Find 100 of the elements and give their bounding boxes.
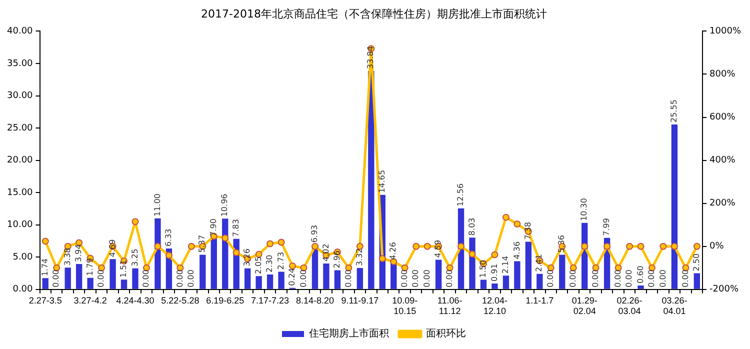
data-label: 7.99: [602, 218, 612, 236]
data-label: 8.03: [467, 218, 476, 236]
bar: [323, 263, 330, 289]
data-label: 14.65: [377, 170, 386, 193]
point: [626, 242, 634, 250]
data-label: 5.36: [557, 234, 566, 253]
x-tick-label: 03.26-04.01: [662, 295, 688, 316]
data-label: 6.33: [164, 228, 174, 247]
point: [424, 242, 431, 250]
y-tick-label: 15.00: [7, 188, 34, 198]
y-tick-label: 35.00: [7, 58, 34, 69]
y-tick-label: 10.00: [7, 220, 34, 230]
y-tick-label: 20.00: [7, 156, 34, 166]
y2-tick-label: 200%: [710, 198, 736, 209]
point: [693, 242, 700, 250]
bar: [87, 278, 94, 289]
bar: [120, 280, 128, 289]
data-label: 0.00: [680, 270, 690, 288]
data-label: 0.60: [636, 266, 645, 284]
data-label: 0.00: [624, 270, 634, 288]
data-label: 10.96: [220, 194, 230, 217]
y-tick-label: 30.00: [7, 91, 34, 102]
data-label: 0.00: [590, 270, 600, 288]
data-label: 1.51: [119, 260, 128, 278]
x-tick-label: 8.14-8.20: [296, 295, 334, 306]
x-tick-label: 1.1-1.7: [526, 295, 554, 306]
data-label: 4.02: [321, 244, 330, 262]
bar: [638, 286, 644, 289]
data-label: 0.00: [444, 270, 454, 288]
y-tick-label: 5.00: [12, 252, 34, 262]
data-label: 4.26: [388, 242, 398, 260]
data-label: 0.00: [186, 270, 196, 288]
data-label: 10.30: [580, 198, 589, 221]
bar: [334, 270, 341, 289]
x-tick-label: 3.27-4.2: [74, 295, 107, 306]
data-label: 1.79: [85, 258, 94, 276]
point: [278, 238, 285, 246]
bar: [42, 278, 48, 289]
data-label: 3.26: [242, 248, 252, 266]
point: [188, 242, 195, 250]
data-label: 7.83: [231, 219, 240, 237]
data-label: 7.90: [208, 218, 218, 236]
data-label: 2.96: [332, 250, 342, 268]
data-label: 5.37: [198, 234, 207, 253]
chart-title: 2017-2018年北京商品住宅（不含保障性住房）期房批准上市面积统计: [201, 7, 547, 20]
bar: [76, 264, 82, 289]
bar: [492, 284, 498, 289]
y-tick-label: 25.00: [7, 123, 34, 134]
y-tick-label: 0.00: [12, 284, 34, 295]
y2-tick-label: 800%: [710, 70, 736, 80]
y2-tick-label: 1000%: [710, 26, 742, 37]
bar: [110, 259, 116, 289]
data-label: 12.56: [456, 183, 466, 206]
y2-tick-label: 0%: [710, 242, 724, 252]
data-label: 1.74: [40, 258, 50, 276]
bar: [278, 272, 284, 289]
bar: [266, 274, 274, 289]
data-label: 6.93: [310, 224, 320, 243]
point: [132, 218, 139, 226]
bar: [559, 254, 566, 289]
point: [412, 242, 420, 250]
data-label: 0.00: [175, 270, 184, 288]
bar: [514, 261, 520, 289]
data-label: 0.24: [288, 268, 297, 286]
data-label: 3.32: [355, 248, 364, 266]
data-label: 4.69: [108, 239, 117, 258]
bar: [356, 268, 364, 289]
x-tick-label: 4.24-4.30: [116, 295, 154, 306]
point: [660, 242, 667, 250]
data-label: 0.00: [96, 270, 106, 288]
bar: [132, 268, 138, 289]
point: [232, 249, 240, 256]
data-label: 2.14: [501, 256, 510, 274]
data-label: 0.91: [490, 264, 499, 282]
data-label: 25.55: [670, 100, 679, 122]
data-label: 0.00: [142, 270, 151, 288]
data-label: 7.38: [524, 222, 532, 240]
x-tick-label: 01.29-02.04: [572, 295, 598, 316]
bar: [210, 238, 217, 289]
data-label: 1.50: [478, 260, 488, 278]
point: [222, 234, 229, 242]
bar: [502, 276, 510, 289]
point: [154, 242, 162, 250]
data-label: 0.00: [546, 270, 555, 288]
point: [637, 242, 644, 250]
point: [468, 250, 476, 258]
y2-tick-label: 600%: [710, 112, 736, 123]
x-tick-label: 2.27-3.5: [28, 295, 62, 306]
bar: [244, 268, 251, 289]
bar: [480, 280, 487, 289]
point: [458, 242, 465, 250]
point: [165, 252, 172, 259]
data-label: 3.25: [130, 248, 140, 266]
x-tick-label: 02.26-03.04: [616, 295, 642, 316]
bar: [671, 124, 678, 289]
data-label: 2.41: [534, 254, 544, 272]
point: [491, 251, 498, 258]
point: [42, 238, 49, 245]
data-label: 4.36: [512, 241, 522, 260]
y2-tick-label: 400%: [710, 156, 736, 166]
